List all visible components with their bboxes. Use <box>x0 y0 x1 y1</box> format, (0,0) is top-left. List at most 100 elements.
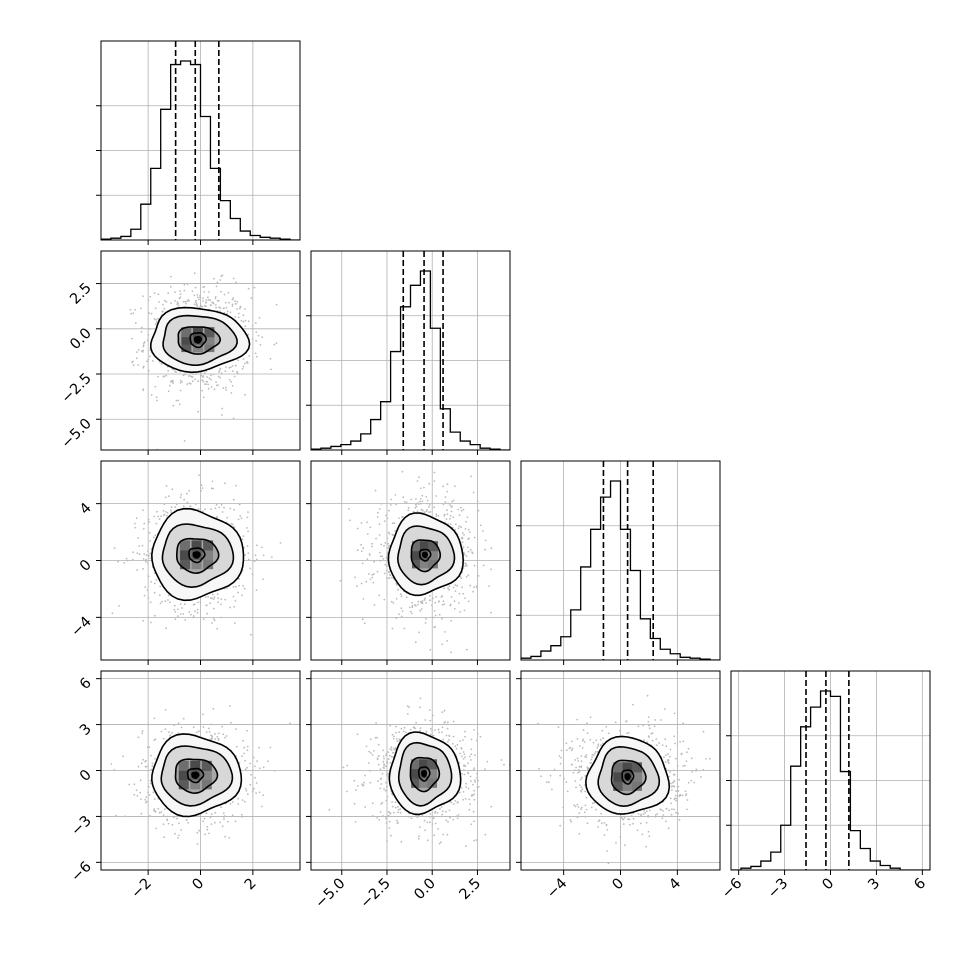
scatter-point <box>254 352 257 355</box>
scatter-point <box>470 759 472 761</box>
scatter-point <box>467 574 470 576</box>
scatter-point <box>136 569 139 571</box>
scatter-point <box>371 802 374 805</box>
scatter-point <box>461 532 464 534</box>
scatter-point <box>162 510 165 512</box>
scatter-point <box>436 812 439 814</box>
scatter-point <box>143 553 146 555</box>
scatter-point <box>197 508 200 510</box>
scatter-point <box>449 816 451 819</box>
scatter-point <box>210 487 213 490</box>
scatter-point <box>141 730 144 732</box>
scatter-point <box>135 517 138 520</box>
scatter-point <box>211 480 214 483</box>
x-tick-label: 4 <box>666 876 684 894</box>
scatter-point <box>395 617 398 619</box>
scatter-point <box>381 772 384 775</box>
scatter-point <box>364 774 366 777</box>
contour-core <box>624 773 631 781</box>
scatter-point <box>113 769 116 771</box>
scatter-point <box>257 334 260 337</box>
scatter-point <box>149 295 152 298</box>
scatter-point <box>637 725 640 728</box>
density-cell <box>631 780 642 791</box>
contour-level-1 <box>409 756 441 793</box>
panel-content <box>101 251 300 450</box>
scatter-point <box>204 301 207 304</box>
scatter-point <box>221 407 224 410</box>
scatter-point <box>140 762 143 765</box>
scatter-point <box>195 299 197 302</box>
scatter-point <box>147 575 150 578</box>
scatter-point <box>473 789 475 792</box>
scatter-point <box>188 490 191 492</box>
scatter-point <box>360 543 362 546</box>
scatter-point <box>241 816 244 818</box>
scatter-point <box>255 589 258 591</box>
scatter-point <box>559 774 562 777</box>
scatter-point <box>395 725 397 728</box>
scatter-point <box>237 312 240 315</box>
scatter-point <box>693 781 696 784</box>
scatter-point <box>579 778 582 781</box>
scatter-point <box>162 814 165 816</box>
scatter-point <box>254 765 256 768</box>
scatter-point <box>405 501 408 504</box>
scatter-point <box>140 330 143 333</box>
scatter-point <box>687 781 690 784</box>
scatter-point <box>142 345 145 348</box>
scatter-point <box>428 482 431 485</box>
histogram-step <box>101 60 300 240</box>
scatter-point <box>448 735 451 738</box>
scatter-point <box>386 761 389 764</box>
scatter-point <box>500 759 503 761</box>
scatter-point <box>379 811 382 813</box>
scatter-point <box>482 530 484 532</box>
density-cell <box>411 777 422 788</box>
scatter-point <box>230 380 233 383</box>
contour-level-0 <box>189 332 207 349</box>
scatter-point <box>685 760 688 763</box>
scatter-point <box>206 376 209 378</box>
scatter-point <box>417 600 420 603</box>
scatter-point <box>163 307 166 310</box>
scatter-point <box>384 542 387 544</box>
scatter-point <box>461 586 463 589</box>
scatter-point <box>435 595 437 598</box>
scatter-point <box>432 714 434 717</box>
scatter-point <box>255 792 257 795</box>
scatter-point <box>453 600 456 603</box>
scatter-point <box>226 516 229 519</box>
scatter-point <box>446 640 448 642</box>
scatter-point <box>147 369 150 372</box>
contour-level-3 <box>387 512 465 597</box>
scatter-point <box>663 756 665 759</box>
scatter-point <box>113 547 116 549</box>
scatter-point <box>472 783 474 786</box>
scatter-point <box>394 806 397 809</box>
scatter-point <box>213 619 216 622</box>
scatter-point <box>673 735 676 738</box>
scatter-point <box>154 738 157 740</box>
scatter-point <box>216 736 219 738</box>
scatter-point <box>204 833 207 836</box>
scatter-point <box>270 556 273 558</box>
scatter-point <box>193 294 196 297</box>
scatter-point <box>464 765 467 767</box>
scatter-point <box>217 739 220 741</box>
scatter-point <box>376 758 379 761</box>
scatter-point <box>572 771 575 774</box>
scatter-point <box>476 500 479 503</box>
scatter-point <box>416 480 419 482</box>
scatter-point <box>369 526 372 529</box>
scatter-point <box>459 611 461 613</box>
scatter-point <box>212 302 215 305</box>
x-tick-label: 2.5 <box>457 876 485 904</box>
scatter-point <box>584 804 587 807</box>
scatter-point <box>378 523 381 526</box>
scatter-point <box>227 291 230 294</box>
scatter-point <box>196 831 199 834</box>
scatter-point <box>204 596 207 598</box>
density-cell <box>412 558 423 569</box>
scatter-point <box>468 537 470 540</box>
